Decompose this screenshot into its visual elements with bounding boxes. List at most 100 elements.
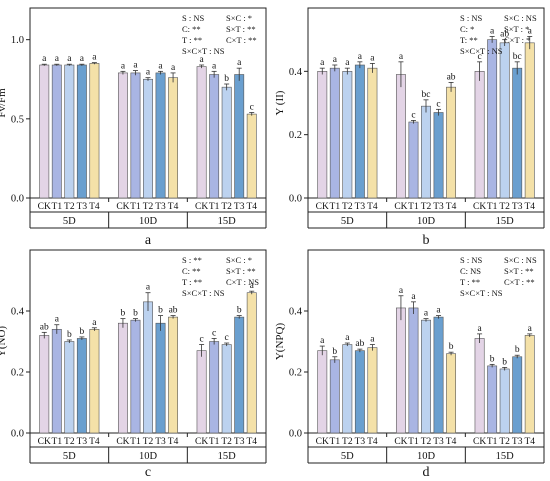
significance-letter: c bbox=[212, 328, 216, 338]
significance-letter: c bbox=[250, 103, 254, 113]
category-label: T2 bbox=[421, 437, 432, 447]
y-tick-label: 0.0 bbox=[289, 429, 302, 440]
significance-letter: b bbox=[490, 354, 495, 364]
bar bbox=[512, 356, 523, 434]
y-tick-label: 0.2 bbox=[289, 368, 302, 379]
category-label: T3 bbox=[433, 437, 444, 447]
stats-text: T: ** bbox=[460, 35, 478, 45]
group-label: 15D bbox=[218, 451, 237, 462]
significance-letter: bc bbox=[513, 52, 522, 62]
category-label: T3 bbox=[77, 437, 88, 447]
significance-letter: ab bbox=[500, 30, 509, 40]
significance-letter: a bbox=[370, 335, 375, 345]
bar bbox=[446, 86, 457, 199]
bar bbox=[421, 105, 431, 199]
category-label: T2 bbox=[499, 202, 510, 212]
bar bbox=[234, 316, 245, 434]
significance-letter: b bbox=[158, 306, 163, 316]
category-label: T2 bbox=[143, 202, 154, 212]
bar bbox=[487, 365, 498, 434]
y-tick-label: 0.4 bbox=[11, 307, 25, 318]
bar bbox=[524, 335, 535, 434]
significance-letter: b bbox=[502, 357, 507, 367]
stats-text: S×C : * bbox=[226, 255, 252, 265]
category-label: T4 bbox=[446, 437, 457, 447]
significance-letter: b bbox=[449, 342, 454, 352]
bar bbox=[168, 77, 179, 199]
bar bbox=[367, 67, 378, 199]
bar bbox=[196, 66, 207, 199]
bar bbox=[408, 307, 419, 434]
bar bbox=[354, 350, 365, 434]
stats-text: S×C×T : NS bbox=[182, 288, 225, 298]
category-label: T1 bbox=[487, 437, 498, 447]
category-label: T3 bbox=[234, 437, 245, 447]
stats-text: C: NS bbox=[460, 266, 481, 276]
chart-panel-a: 0.0 0.5 1.0 Fv/Fm 5D a CK a T1 a T2 a T3 a T4 10D a CK a T1… bbox=[0, 7, 267, 248]
stats-text: C: * bbox=[460, 24, 474, 34]
category-label: CK bbox=[394, 202, 407, 212]
y-tick-label: 0.0 bbox=[11, 429, 24, 440]
bar bbox=[89, 328, 100, 434]
significance-letter: a bbox=[320, 58, 325, 68]
category-label: T4 bbox=[168, 437, 179, 447]
bar bbox=[130, 72, 141, 199]
category-label: T1 bbox=[52, 437, 63, 447]
category-label: CK bbox=[38, 202, 51, 212]
significance-letter: ab bbox=[169, 306, 178, 316]
category-label: T3 bbox=[77, 202, 88, 212]
bar bbox=[512, 67, 523, 199]
bar bbox=[474, 71, 485, 199]
stats-text: C×T : * bbox=[504, 35, 530, 45]
y-axis-label: Y (II) bbox=[274, 90, 286, 115]
stats-text: S×C×T : NS bbox=[460, 46, 503, 56]
significance-letter: bc bbox=[422, 90, 431, 100]
significance-letter: c bbox=[199, 335, 203, 345]
bar bbox=[395, 74, 406, 199]
stats-text: S×C : * bbox=[226, 13, 252, 23]
category-label: T3 bbox=[355, 437, 366, 447]
significance-letter: b bbox=[67, 330, 72, 340]
stats-text: C×T : NS bbox=[226, 277, 259, 287]
group-label: 10D bbox=[417, 451, 436, 462]
category-label: T1 bbox=[330, 202, 341, 212]
significance-letter: a bbox=[171, 63, 176, 73]
bar bbox=[39, 64, 50, 199]
stats-text: S : NS bbox=[460, 255, 482, 265]
category-label: CK bbox=[473, 202, 486, 212]
bar bbox=[39, 335, 50, 434]
stats-text: S : NS bbox=[182, 13, 204, 23]
significance-letter: ab bbox=[355, 339, 364, 349]
bar bbox=[89, 63, 100, 199]
panel-label: d bbox=[423, 465, 430, 480]
bar bbox=[433, 112, 444, 199]
bar bbox=[408, 121, 419, 199]
chart-panel-c: 0.00.20.4Y(NO)5DabCKaT1bT2bT3aT410DbCKbT… bbox=[0, 249, 267, 480]
bar bbox=[499, 42, 510, 199]
significance-letter: ab bbox=[40, 322, 49, 332]
significance-letter: a bbox=[333, 55, 338, 65]
y-tick-label: 0.5 bbox=[11, 114, 24, 125]
bar bbox=[329, 359, 340, 434]
significance-letter: a bbox=[92, 53, 97, 63]
category-label: T4 bbox=[89, 202, 100, 212]
category-label: T4 bbox=[168, 202, 179, 212]
significance-letter: a bbox=[250, 281, 255, 291]
bar bbox=[117, 72, 128, 199]
category-label: CK bbox=[394, 437, 407, 447]
bar bbox=[342, 71, 353, 199]
group-label: 15D bbox=[496, 216, 515, 227]
significance-letter: a bbox=[42, 54, 47, 64]
bar bbox=[196, 350, 207, 434]
stats-text: C: ** bbox=[182, 266, 201, 276]
stats-text: C×T : ** bbox=[226, 35, 257, 45]
stats-text: S×C×T : NS bbox=[460, 288, 503, 298]
category-label: T2 bbox=[342, 202, 353, 212]
category-label: T4 bbox=[524, 202, 535, 212]
bar bbox=[354, 64, 365, 199]
bar bbox=[317, 71, 328, 199]
significance-letter: c bbox=[477, 52, 481, 62]
bar bbox=[76, 64, 87, 199]
significance-letter: c bbox=[225, 333, 229, 343]
